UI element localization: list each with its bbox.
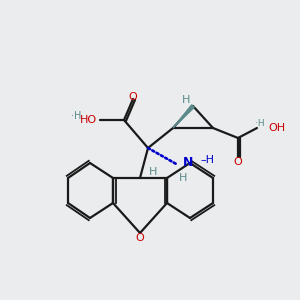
Text: O: O — [234, 157, 242, 167]
Text: ·H: ·H — [255, 119, 265, 128]
Text: H: H — [179, 173, 187, 183]
Text: OH: OH — [268, 123, 285, 133]
Polygon shape — [173, 105, 194, 128]
Text: ·H: ·H — [71, 111, 81, 121]
Text: H: H — [182, 95, 190, 105]
Text: O: O — [129, 92, 137, 102]
Text: N: N — [183, 155, 193, 169]
Text: H: H — [149, 167, 157, 177]
Text: –H: –H — [200, 155, 214, 165]
Text: HO: HO — [80, 115, 97, 125]
Text: O: O — [136, 233, 144, 243]
